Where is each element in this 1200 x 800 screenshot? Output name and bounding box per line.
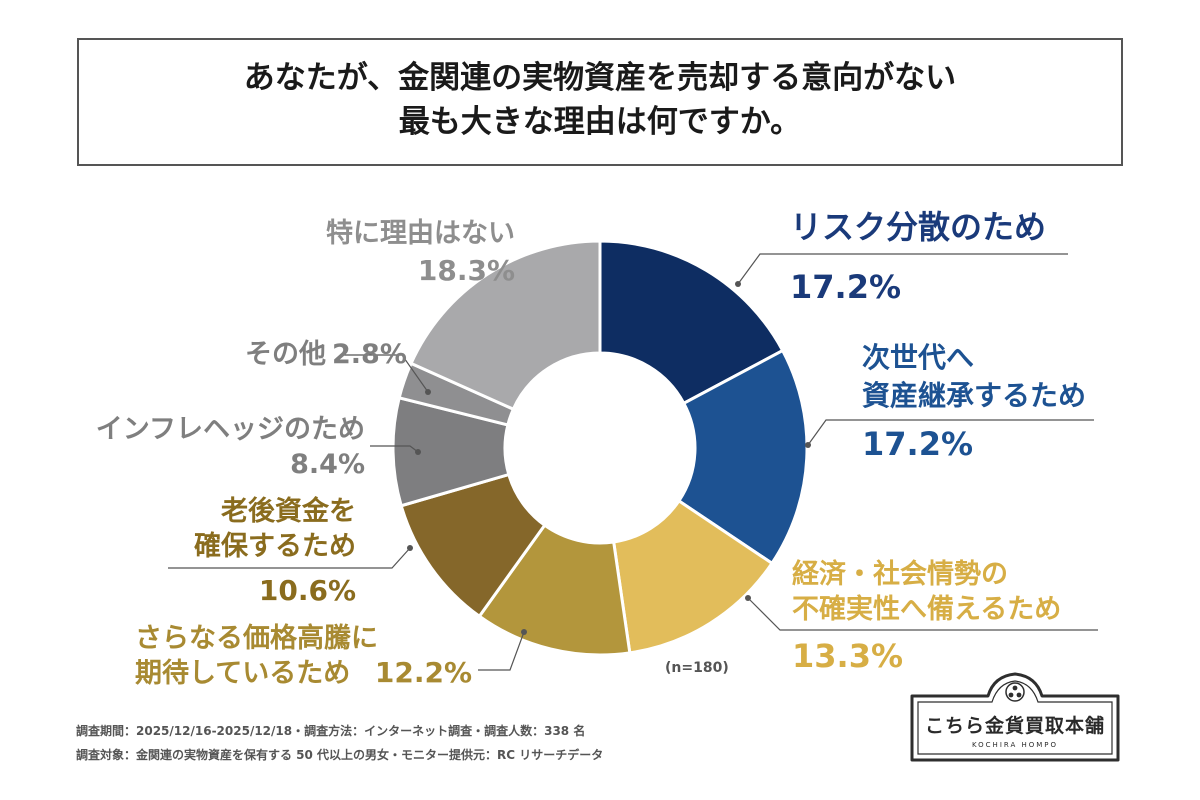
logo-sub: KOCHIRA HOMPO bbox=[972, 741, 1058, 749]
slice-value-2: 17.2% bbox=[862, 425, 973, 463]
leader-dot-1 bbox=[735, 281, 741, 287]
slice-label-5-line-2: 確保するため bbox=[194, 530, 356, 562]
slice-4 bbox=[477, 523, 632, 657]
leader-dot-6 bbox=[415, 449, 421, 455]
leader-dot-2 bbox=[805, 442, 811, 448]
slice-value-7: 2.8% bbox=[332, 339, 407, 370]
slice-value-6: 8.4% bbox=[290, 449, 365, 480]
slice-label-3-line-1: 経済・社会情勢の bbox=[792, 558, 1008, 590]
slice-value-5: 10.6% bbox=[259, 574, 356, 607]
leader-dot-5 bbox=[407, 545, 413, 551]
leader-dot-7 bbox=[425, 389, 431, 395]
slice-value-4: 12.2% bbox=[375, 656, 472, 689]
leader-dot-3 bbox=[745, 595, 751, 601]
slice-label-8-line-1: 特に理由はない bbox=[326, 218, 515, 249]
slice-label-1-line-1: リスク分散のため bbox=[790, 208, 1046, 246]
leader-dot-4 bbox=[521, 629, 527, 635]
slice-2 bbox=[676, 348, 809, 566]
slice-label-4-line-1: さらなる価格高騰に bbox=[135, 622, 378, 654]
leader-line-6 bbox=[370, 445, 419, 453]
leader-line-1 bbox=[737, 253, 1068, 285]
slice-label-7-line-1: その他 bbox=[245, 339, 326, 370]
slice-label-4-line-2: 期待しているため bbox=[135, 658, 350, 689]
slice-label-2-line-2: 資産継承するため bbox=[862, 379, 1086, 412]
slice-label-5-line-1: 老後資金を bbox=[221, 495, 356, 527]
slice-label-2-line-1: 次世代へ bbox=[862, 341, 974, 374]
logo-name: こちら金貨買取本舗 bbox=[925, 714, 1105, 737]
slice-3 bbox=[611, 498, 775, 655]
leader-line-2 bbox=[807, 419, 1094, 446]
brand-logo: こちら金貨買取本舗 KOCHIRA HOMPO bbox=[910, 672, 1120, 762]
slice-8 bbox=[409, 239, 602, 412]
chart-title-line-1: あなたが、金関連の実物資産を売却する意向がない bbox=[243, 60, 957, 96]
leader-line-3 bbox=[747, 597, 1098, 631]
chart-title-line-2: 最も大きな理由は何ですか。 bbox=[398, 104, 802, 140]
slice-value-1: 17.2% bbox=[790, 268, 901, 306]
leader-line-5 bbox=[168, 547, 411, 569]
slice-label-3-line-2: 不確実性へ備えるため bbox=[792, 593, 1061, 625]
slice-value-8: 18.3% bbox=[418, 254, 515, 287]
survey-note-2: 調査対象：金関連の実物資産を保有する 50 代以上の男女・モニター提供元：RC … bbox=[76, 748, 604, 762]
slice-label-6-line-1: インフレヘッジのため bbox=[96, 414, 365, 445]
chart-title-box: あなたが、金関連の実物資産を売却する意向がない 最も大きな理由は何ですか。 bbox=[77, 38, 1123, 166]
leader-line-7 bbox=[340, 354, 429, 393]
survey-note-1: 調査期間：2025/12/16-2025/12/18・調査方法：インターネット調… bbox=[76, 724, 586, 738]
coin-icon bbox=[1005, 682, 1025, 702]
slice-1 bbox=[598, 239, 785, 406]
slice-value-3: 13.3% bbox=[792, 637, 903, 675]
sample-size-label: (n=180) bbox=[665, 660, 729, 676]
leader-line-4 bbox=[478, 631, 525, 671]
